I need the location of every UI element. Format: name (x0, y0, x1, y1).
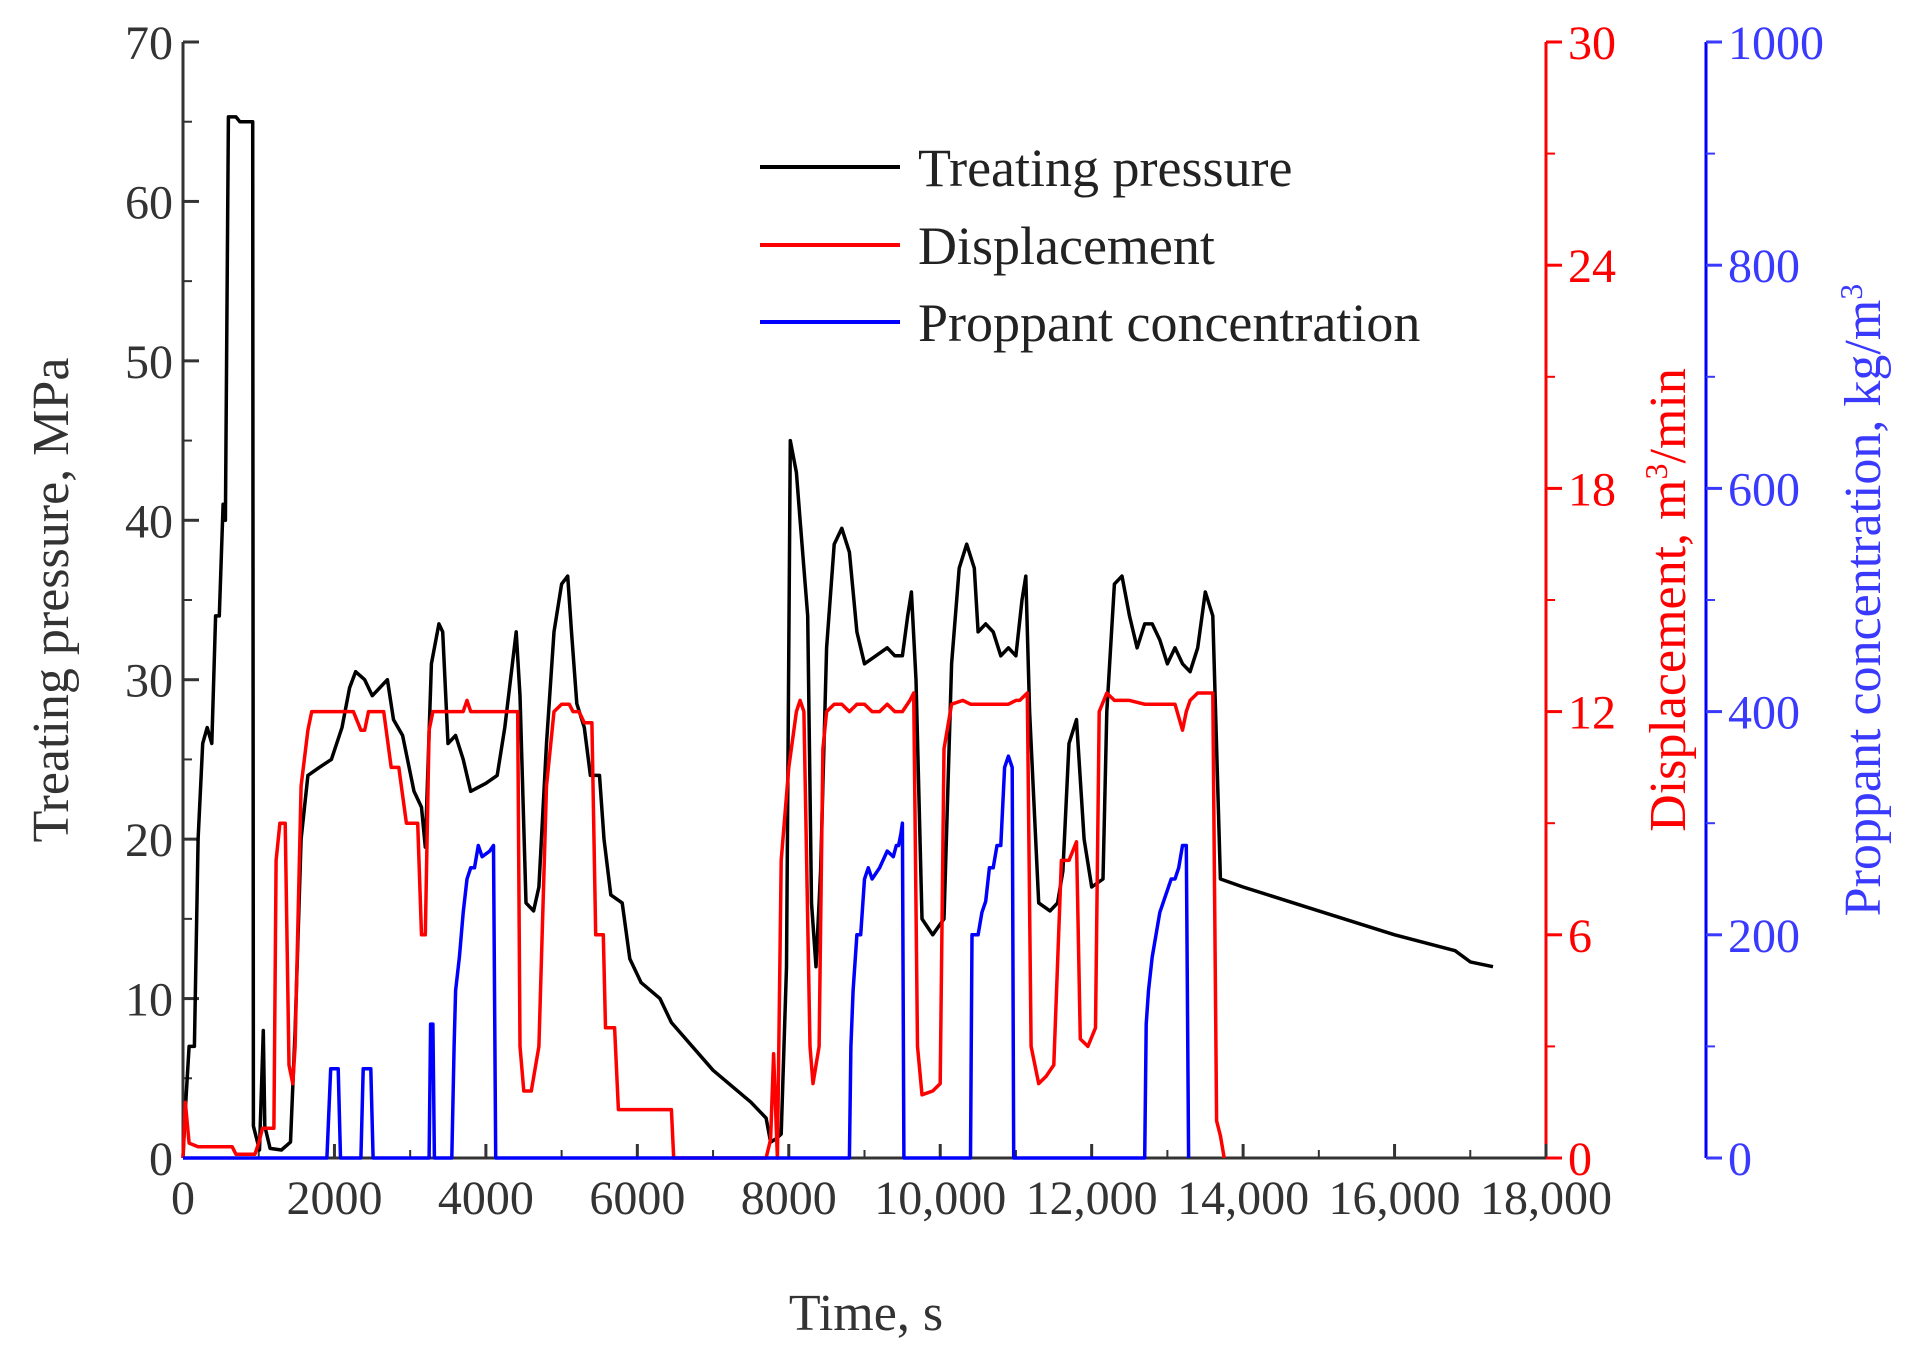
right2-tick-label: 400 (1728, 687, 1800, 740)
right1-axis-title-main: Displacement, m (1640, 479, 1697, 831)
left-tick-label: 40 (125, 495, 173, 548)
right1-axis-ticks: 0 6 12 18 24 30 (1546, 17, 1616, 1186)
x-axis-title: Time, s (789, 1285, 943, 1342)
left-axis-ticks: 0 10 20 30 40 50 60 70 (125, 17, 199, 1186)
right1-tick-label: 0 (1568, 1133, 1592, 1186)
left-tick-label: 30 (125, 655, 173, 708)
left-tick-label: 20 (125, 814, 173, 867)
right1-tick-label: 18 (1568, 463, 1616, 516)
legend-label-proppant-concentration: Proppant concentration (918, 293, 1420, 353)
right2-tick-label: 800 (1728, 240, 1800, 293)
left-tick-label: 70 (125, 17, 173, 70)
right2-axis-title-main: Proppant concentration, kg/m (1835, 300, 1892, 917)
right2-axis-title: Proppant concentration, kg/m3 (1833, 284, 1892, 917)
x-tick-label: 16,000 (1329, 1172, 1461, 1225)
right2-tick-label: 1000 (1728, 17, 1824, 70)
right1-axis-title: Displacement, m3/min (1638, 368, 1697, 832)
legend-label-treating-pressure: Treating pressure (918, 138, 1292, 198)
x-tick-label: 2000 (286, 1172, 382, 1225)
legend: Treating pressure Displacement Proppant … (760, 138, 1420, 353)
right2-axis-title-sup: 3 (1833, 284, 1869, 300)
series-line-treating-pressure (181, 115, 1494, 1159)
left-tick-label: 0 (149, 1133, 173, 1186)
right2-tick-label: 0 (1728, 1133, 1752, 1186)
left-tick-label: 60 (125, 176, 173, 229)
right1-tick-label: 12 (1568, 687, 1616, 740)
x-tick-label: 14,000 (1177, 1172, 1309, 1225)
left-tick-label: 50 (125, 336, 173, 389)
right1-axis-title-tail: /min (1640, 368, 1697, 463)
right2-axis-ticks: 0 200 400 600 800 1000 (1706, 17, 1824, 1186)
right1-tick-label: 6 (1568, 910, 1592, 963)
right1-tick-label: 30 (1568, 17, 1616, 70)
right1-tick-label: 24 (1568, 240, 1616, 293)
x-tick-label: 12,000 (1026, 1172, 1158, 1225)
right2-tick-label: 200 (1728, 910, 1800, 963)
left-axis-title: Treating pressure, MPa (23, 358, 80, 843)
x-tick-label: 4000 (438, 1172, 534, 1225)
right1-axis-title-sup: 3 (1638, 463, 1674, 479)
x-axis-ticks: 0 2000 4000 6000 8000 10,000 12,000 14,000 16,00… (171, 1144, 1612, 1225)
left-tick-label: 10 (125, 974, 173, 1027)
series-line-proppant-concentration (183, 754, 1191, 1160)
legend-label-displacement: Displacement (918, 216, 1215, 276)
x-tick-label: 0 (171, 1172, 195, 1225)
right2-tick-label: 600 (1728, 463, 1800, 516)
x-tick-label: 8000 (741, 1172, 837, 1225)
x-tick-label: 10,000 (874, 1172, 1006, 1225)
x-tick-label: 6000 (589, 1172, 685, 1225)
x-tick-label: 18,000 (1480, 1172, 1612, 1225)
series-layer (181, 115, 1494, 1160)
